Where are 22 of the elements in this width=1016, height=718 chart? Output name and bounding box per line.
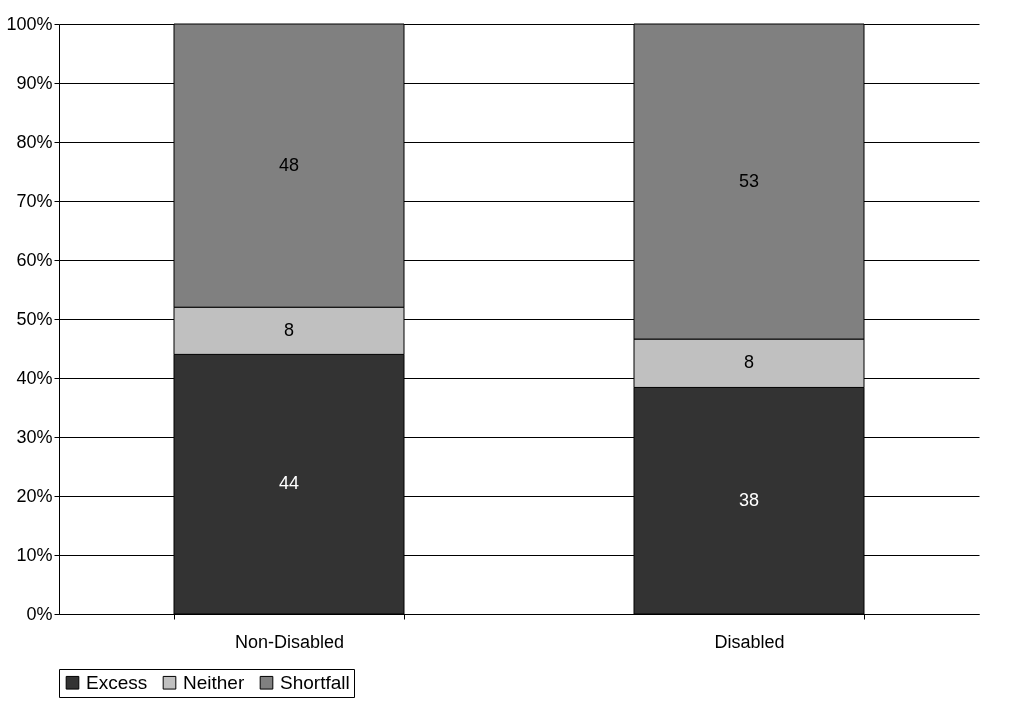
x-tick-label: Disabled — [714, 631, 785, 652]
y-tick-label: 70% — [16, 190, 53, 211]
legend-label: Shortfall — [280, 671, 350, 693]
y-tick-label: 50% — [16, 308, 53, 329]
y-tick-label: 80% — [16, 131, 53, 152]
data-label: 38 — [738, 489, 760, 510]
y-tick-label: 60% — [16, 249, 53, 270]
data-label: 48 — [278, 154, 300, 175]
data-label: 44 — [278, 473, 300, 494]
x-tick-label: Non-Disabled — [234, 631, 345, 652]
y-tick-label: 40% — [16, 367, 53, 388]
y-tick-label: 10% — [16, 544, 53, 565]
legend-label: Excess — [86, 671, 148, 693]
y-tick-label: 90% — [16, 72, 53, 93]
data-label: 8 — [743, 352, 755, 373]
y-tick-label: 100% — [6, 13, 53, 34]
data-label: 8 — [283, 319, 295, 340]
y-tick-label: 30% — [16, 426, 53, 447]
legend-label: Neither — [183, 671, 245, 693]
y-tick-label: 20% — [16, 485, 53, 506]
y-tick-label: 0% — [26, 603, 53, 624]
data-label: 53 — [738, 170, 760, 191]
